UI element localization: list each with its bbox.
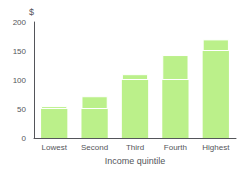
svg-text:Highest: Highest [202,143,230,152]
svg-text:$: $ [29,7,34,17]
svg-text:Income quintile: Income quintile [105,156,166,166]
svg-text:100: 100 [13,76,27,85]
svg-text:0: 0 [22,134,27,143]
svg-text:150: 150 [13,47,27,56]
svg-text:Lowest: Lowest [42,143,68,152]
svg-text:50: 50 [17,105,26,114]
svg-text:200: 200 [13,18,27,27]
svg-text:Fourth: Fourth [164,143,187,152]
svg-text:Second: Second [81,143,108,152]
svg-text:Third: Third [126,143,144,152]
